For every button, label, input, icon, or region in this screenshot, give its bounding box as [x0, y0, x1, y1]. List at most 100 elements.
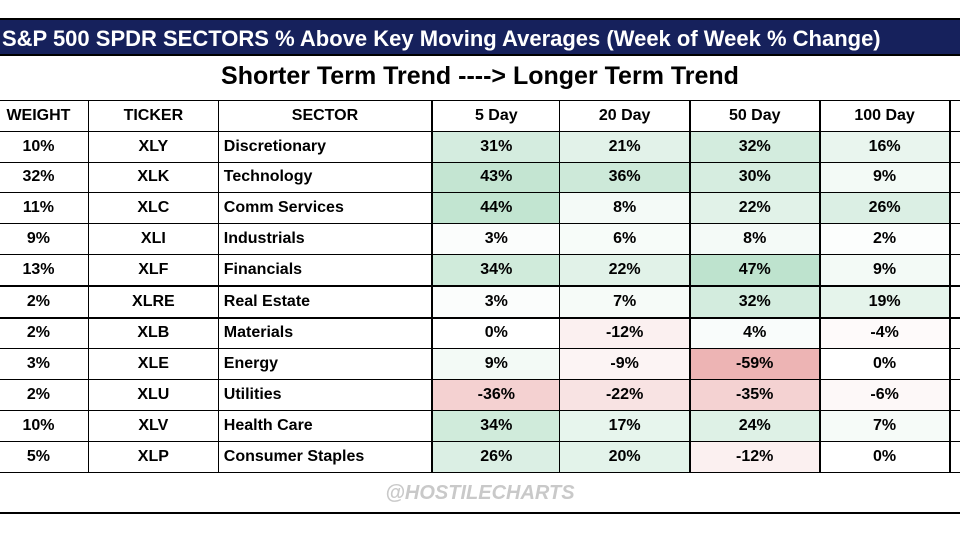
- column-header: 20 Day: [559, 100, 691, 132]
- sector-cell: Comm Services: [217, 192, 434, 225]
- percent-cell: 9%: [431, 348, 561, 381]
- table-row: 2% XLU Utilities -36% -22% -35% -6%: [0, 379, 960, 411]
- cut-cell: [949, 253, 960, 287]
- cut-cell: [949, 316, 960, 350]
- percent-cell: 2%: [819, 223, 951, 255]
- percent-cell: -36%: [431, 379, 561, 411]
- cut-column-header: [949, 100, 960, 132]
- percent-cell: -59%: [689, 348, 821, 381]
- cell: XLP: [87, 440, 219, 473]
- cell: XLU: [87, 379, 219, 411]
- percent-cell: 26%: [819, 192, 951, 225]
- cell: XLRE: [87, 284, 219, 319]
- cut-cell: [949, 284, 960, 319]
- title: S&P 500 SPDR SECTORS % Above Key Moving …: [2, 26, 881, 51]
- cell: XLI: [87, 223, 219, 255]
- percent-cell: 0%: [819, 440, 951, 473]
- cell: XLY: [87, 130, 219, 163]
- cell: XLE: [87, 348, 219, 381]
- bottom-rule: [0, 512, 960, 514]
- percent-cell: 4%: [689, 316, 821, 350]
- percent-cell: 43%: [431, 161, 561, 194]
- percent-cell: 20%: [559, 440, 691, 473]
- percent-cell: -6%: [819, 379, 951, 411]
- cell: 2%: [0, 284, 89, 319]
- sector-cell: Health Care: [217, 409, 434, 442]
- percent-cell: -4%: [819, 316, 951, 350]
- cell: 5%: [0, 440, 89, 473]
- percent-cell: 3%: [431, 223, 561, 255]
- percent-cell: -12%: [689, 440, 821, 473]
- column-header: SECTOR: [217, 100, 434, 132]
- percent-cell: 9%: [819, 253, 951, 287]
- cell: 11%: [0, 192, 89, 225]
- cell: 32%: [0, 161, 89, 194]
- watermark: @HOSTILECHARTS: [385, 482, 575, 504]
- cell: 10%: [0, 130, 89, 163]
- cut-cell: [949, 409, 960, 442]
- percent-cell: 24%: [689, 409, 821, 442]
- percent-cell: 0%: [431, 316, 561, 350]
- percent-cell: 32%: [689, 130, 821, 163]
- sector-cell: Materials: [217, 316, 434, 350]
- cell: XLK: [87, 161, 219, 194]
- cell: XLC: [87, 192, 219, 225]
- cell: 13%: [0, 253, 89, 287]
- cut-cell: [949, 440, 960, 473]
- percent-cell: 0%: [819, 348, 951, 381]
- cut-cell: [949, 348, 960, 381]
- cut-cell: [949, 192, 960, 225]
- percent-cell: 19%: [819, 284, 951, 319]
- cell: 9%: [0, 223, 89, 255]
- cut-cell: [949, 223, 960, 255]
- cell: 10%: [0, 409, 89, 442]
- percent-cell: 7%: [559, 284, 691, 319]
- column-header: TICKER: [87, 100, 219, 132]
- table-row: 10% XLV Health Care 34% 17% 24% 7%: [0, 409, 960, 442]
- table-row: 11% XLC Comm Services 44% 8% 22% 26%: [0, 192, 960, 225]
- cut-cell: [949, 161, 960, 194]
- cut-cell: [949, 130, 960, 163]
- sector-cell: Consumer Staples: [217, 440, 434, 473]
- cell: XLB: [87, 316, 219, 350]
- percent-cell: 32%: [689, 284, 821, 319]
- table-row: 9% XLI Industrials 3% 6% 8% 2%: [0, 223, 960, 255]
- sector-cell: Discretionary: [217, 130, 434, 163]
- percent-cell: -35%: [689, 379, 821, 411]
- percent-cell: 8%: [689, 223, 821, 255]
- table-row: 10% XLY Discretionary 31% 21% 32% 16%: [0, 130, 960, 163]
- table-row: 32% XLK Technology 43% 36% 30% 9%: [0, 161, 960, 194]
- percent-cell: 22%: [559, 253, 691, 287]
- cell: XLF: [87, 253, 219, 287]
- sector-cell: Technology: [217, 161, 434, 194]
- percent-cell: 6%: [559, 223, 691, 255]
- percent-cell: 30%: [689, 161, 821, 194]
- percent-cell: -22%: [559, 379, 691, 411]
- table-row: 13% XLF Financials 34% 22% 47% 9%: [0, 253, 960, 287]
- cell: 3%: [0, 348, 89, 381]
- percent-cell: 36%: [559, 161, 691, 194]
- cell: XLV: [87, 409, 219, 442]
- column-header: WEIGHT: [0, 100, 89, 132]
- sector-table: WEIGHT TICKER SECTOR 5 Day 20 Day 50 Day 100 D…: [0, 100, 960, 473]
- percent-cell: -9%: [559, 348, 691, 381]
- sector-cell: Financials: [217, 253, 434, 287]
- cut-cell: [949, 379, 960, 411]
- column-header: 100 Day: [819, 100, 951, 132]
- percent-cell: 16%: [819, 130, 951, 163]
- sector-cell: Industrials: [217, 223, 434, 255]
- sector-cell: Utilities: [217, 379, 434, 411]
- sector-cell: Energy: [217, 348, 434, 381]
- percent-cell: 31%: [431, 130, 561, 163]
- column-header: 5 Day: [431, 100, 561, 132]
- percent-cell: 34%: [431, 253, 561, 287]
- cell: 2%: [0, 379, 89, 411]
- percent-cell: 26%: [431, 440, 561, 473]
- title-bar: S&P 500 SPDR SECTORS % Above Key Moving …: [0, 18, 960, 56]
- sector-cell: Real Estate: [217, 284, 434, 319]
- subtitle: Shorter Term Trend ----> Longer Term Tre…: [221, 62, 739, 90]
- column-header: 50 Day: [689, 100, 821, 132]
- percent-cell: 3%: [431, 284, 561, 319]
- table-wrap: WEIGHT TICKER SECTOR 5 Day 20 Day 50 Day 100 D…: [0, 100, 960, 473]
